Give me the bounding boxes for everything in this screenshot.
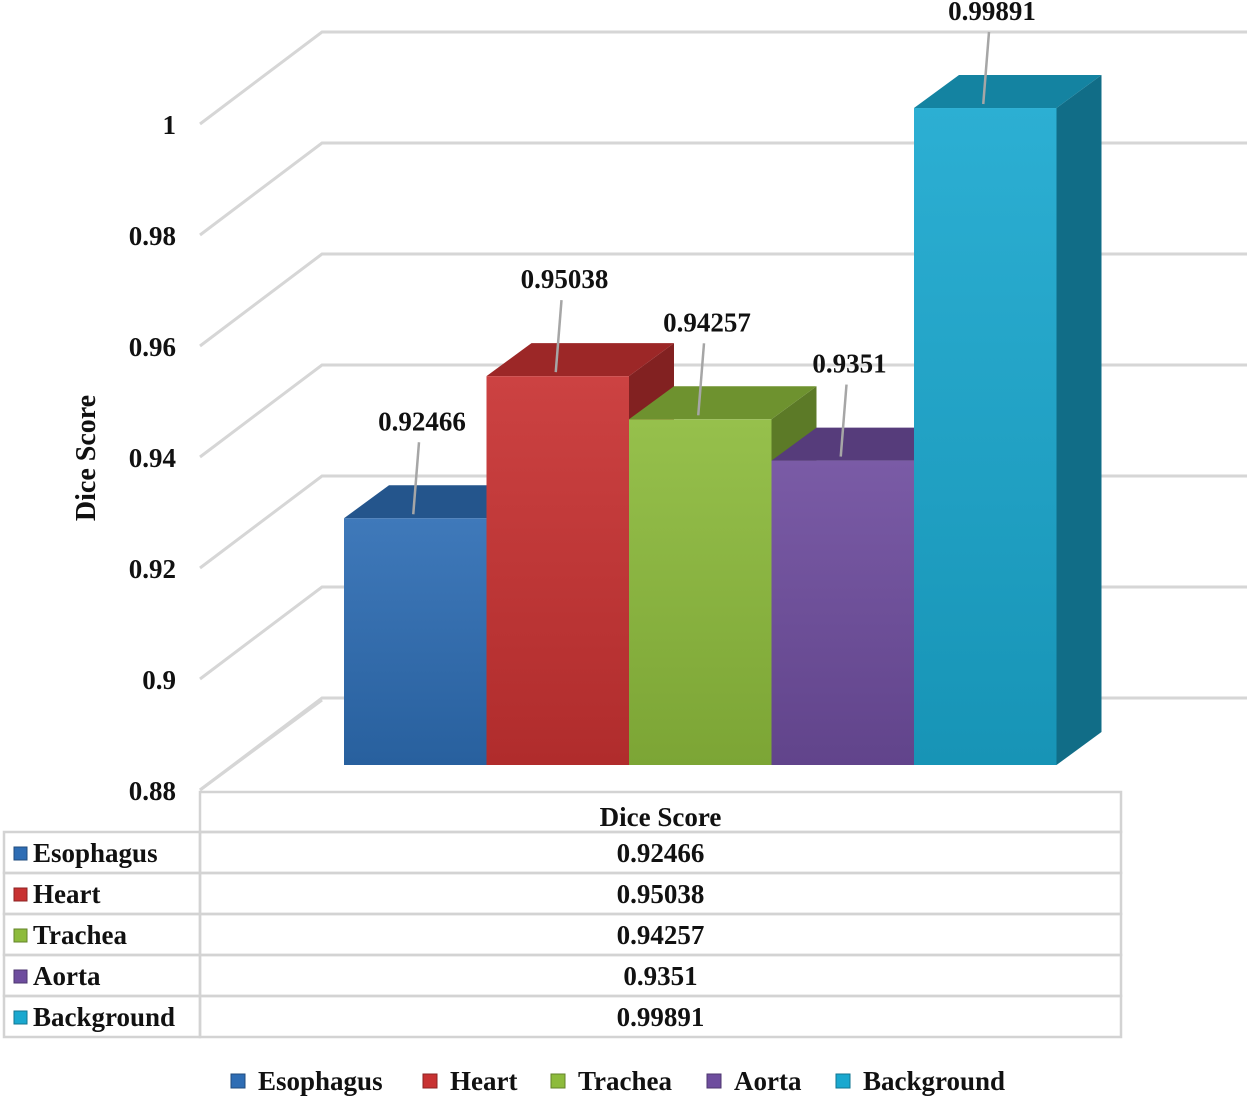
- table-row: Aorta 0.9351: [2, 953, 1123, 998]
- gridline: [199, 30, 1247, 126]
- table-row-value: 0.95038: [617, 879, 705, 909]
- legend-swatch: [835, 1073, 851, 1089]
- bar-top: [914, 75, 1102, 109]
- table-row-value: 0.92466: [617, 838, 705, 868]
- data-label: 0.95038: [521, 264, 609, 294]
- bar-front: [629, 419, 772, 765]
- table-row-name: Background: [33, 1002, 175, 1032]
- legend-key-icon: [13, 928, 28, 943]
- data-label: 0.99891: [948, 0, 1036, 26]
- table-row-value: 0.94257: [617, 920, 705, 950]
- table-row: Heart 0.95038: [2, 871, 1123, 916]
- bar-top: [629, 386, 817, 420]
- legend-item-aorta: Aorta: [706, 1066, 802, 1096]
- table-row: Trachea 0.94257: [2, 912, 1123, 957]
- table-header: Dice Score: [600, 802, 722, 832]
- bar-aorta: [771, 427, 959, 765]
- data-label-leader: [412, 442, 421, 515]
- legend-item-heart: Heart: [422, 1066, 517, 1096]
- table-row-value: 0.99891: [617, 1002, 705, 1032]
- bar-front: [771, 460, 914, 765]
- bar-top: [771, 427, 959, 461]
- legend: Esophagus Heart Trachea Aorta Background: [230, 1066, 1005, 1096]
- table-row-name: Trachea: [33, 920, 127, 950]
- legend-key-icon: [13, 846, 28, 861]
- legend-label: Trachea: [578, 1066, 672, 1096]
- y-tick-label: 0.98: [129, 221, 176, 251]
- table-row-name: Aorta: [33, 961, 101, 991]
- table-row: Esophagus 0.92466: [2, 830, 1123, 875]
- legend-label: Background: [863, 1066, 1005, 1096]
- legend-label: Heart: [450, 1066, 517, 1096]
- legend-label: Aorta: [734, 1066, 802, 1096]
- table-row: Background 0.99891: [2, 994, 1123, 1039]
- legend-label: Esophagus: [258, 1066, 383, 1096]
- y-tick-label: 0.9: [142, 665, 176, 695]
- legend-item-trachea: Trachea: [550, 1066, 672, 1096]
- legend-swatch: [230, 1073, 246, 1089]
- legend-key-icon: [13, 1010, 28, 1025]
- legend-key-icon: [13, 887, 28, 902]
- data-label: 0.9351: [812, 349, 886, 379]
- data-label-leader: [982, 31, 991, 105]
- data-label-leader: [839, 384, 848, 457]
- legend-key-icon: [13, 969, 28, 984]
- gridlines: [199, 30, 1247, 792]
- y-tick-label: 0.96: [129, 332, 176, 362]
- bar-top: [344, 485, 532, 519]
- table-row-name: Esophagus: [33, 838, 158, 868]
- bar-front: [486, 376, 629, 765]
- bar-background: [914, 75, 1102, 766]
- legend-swatch: [706, 1073, 722, 1089]
- data-label: 0.94257: [663, 307, 751, 337]
- bar-front: [344, 518, 487, 765]
- bar-side: [1056, 75, 1102, 766]
- data-label-leader: [697, 343, 706, 416]
- y-axis-ticks: 0.88 0.9 0.92 0.94 0.96 0.98 1: [129, 110, 176, 806]
- y-tick-label: 0.88: [129, 776, 176, 806]
- data-label: 0.92466: [378, 406, 466, 436]
- data-labels: 0.92466 0.95038 0.94257 0.9351 0.99891: [378, 0, 1036, 515]
- legend-swatch: [550, 1073, 566, 1089]
- table-row-name: Heart: [33, 879, 100, 909]
- legend-item-background: Background: [835, 1066, 1005, 1096]
- y-tick-label: 0.94: [129, 443, 176, 473]
- y-tick-label: 0.92: [129, 554, 176, 584]
- bar-front: [914, 108, 1057, 766]
- table-row-value: 0.9351: [623, 961, 697, 991]
- bar-top: [486, 343, 674, 377]
- table-value-cell: [198, 994, 1123, 1039]
- legend-item-esophagus: Esophagus: [230, 1066, 383, 1096]
- y-axis-title: Dice Score: [71, 395, 102, 521]
- y-tick-label: 1: [163, 110, 177, 140]
- legend-swatch: [422, 1073, 438, 1089]
- data-label-leader: [554, 300, 563, 373]
- bars: [344, 75, 1102, 766]
